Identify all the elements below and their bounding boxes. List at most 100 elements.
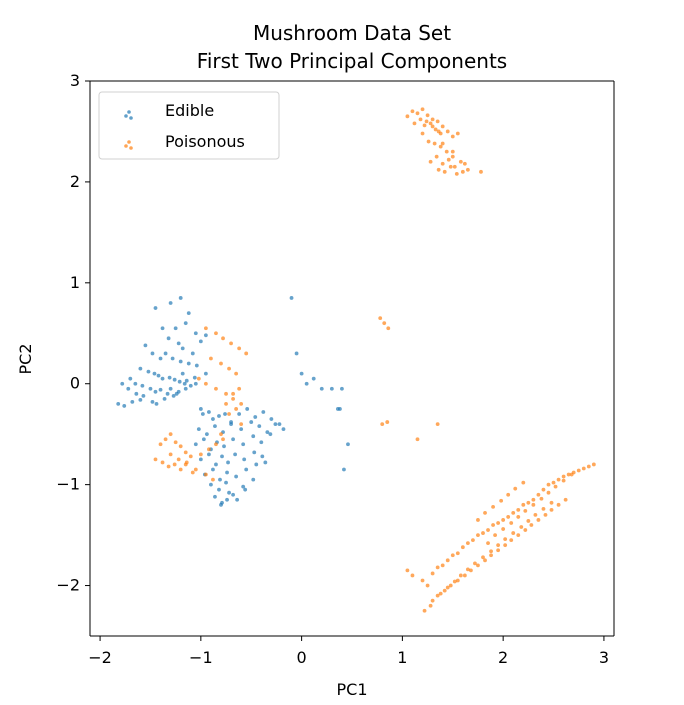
data-point [556,502,561,507]
data-point [549,507,554,512]
data-point [214,386,218,391]
data-point [237,412,242,416]
data-point [138,366,143,371]
data-point [289,296,294,300]
data-point [219,361,223,366]
data-point [469,568,473,573]
data-point [213,424,217,429]
data-point [183,450,188,455]
data-point [150,351,155,356]
data-point [566,472,571,477]
data-point [138,397,143,402]
data-point [428,121,433,126]
data-point [192,375,197,380]
data-point [509,521,514,525]
data-point [521,480,526,485]
data-point [516,515,521,519]
data-point [486,528,490,532]
x-tick-label: −2 [88,648,112,667]
data-point [549,500,554,505]
data-point [143,343,148,348]
y-tick-label: 0 [70,374,80,393]
data-point [152,371,157,376]
data-point [415,111,420,116]
data-point [434,154,439,159]
data-point [166,336,171,341]
data-point [188,383,193,388]
data-point [378,316,383,321]
data-point [235,497,240,502]
data-point [141,393,146,398]
data-point [444,149,449,154]
legend-marker-poisonous-3 [129,146,133,150]
data-point [489,549,493,554]
legend-marker-edible-2 [124,114,128,118]
data-point [231,492,235,497]
data-point [523,508,528,513]
data-point [223,412,227,416]
data-point [476,563,480,568]
data-point [452,164,457,169]
data-point [260,454,265,459]
data-point [224,402,228,406]
data-point [526,500,531,505]
data-point [436,129,441,134]
data-point [173,326,178,331]
data-point [529,523,534,527]
data-point [229,341,233,346]
data-point [519,525,524,529]
data-point [217,414,221,418]
data-point [426,139,431,144]
data-point [462,573,467,578]
data-point [222,444,226,449]
data-point [454,171,459,176]
data-point [168,386,173,391]
data-point [133,381,138,386]
data-point [231,437,235,442]
data-point [335,407,340,411]
data-point [440,563,445,568]
data-point [165,391,170,396]
data-point [116,402,121,406]
data-point [183,462,188,467]
data-point [561,478,566,483]
data-point [253,415,258,419]
plot-area: −2 −1 0 1 2 3 −2 −1 0 1 2 3 [56,71,615,667]
data-point [198,457,203,462]
data-point [203,381,208,386]
data-point [281,427,286,432]
data-point [193,331,198,336]
data-point [448,583,453,588]
data-point [221,437,225,442]
data-point [234,371,239,376]
data-point [168,452,173,457]
data-point [234,407,239,411]
data-point [180,371,185,376]
data-point [241,484,246,489]
data-point [160,460,165,465]
data-point [551,480,556,485]
data-point [140,383,145,388]
data-point [207,447,211,452]
data-point [380,422,385,426]
data-point [462,161,467,166]
data-point [405,114,410,119]
data-point [269,417,274,421]
data-point [496,521,501,525]
x-tick-label: 2 [498,648,508,667]
data-point [170,356,175,361]
data-point [126,386,131,391]
data-point [268,432,273,437]
data-point [162,396,167,401]
data-point [249,420,254,424]
data-point [226,460,230,465]
data-point [211,467,215,472]
data-point [193,381,198,386]
data-point [536,492,541,497]
data-point [207,452,211,457]
legend-label-edible: Edible [165,101,214,120]
data-point [203,333,208,338]
data-point [543,513,548,517]
data-point [483,510,487,515]
data-point [541,506,546,511]
